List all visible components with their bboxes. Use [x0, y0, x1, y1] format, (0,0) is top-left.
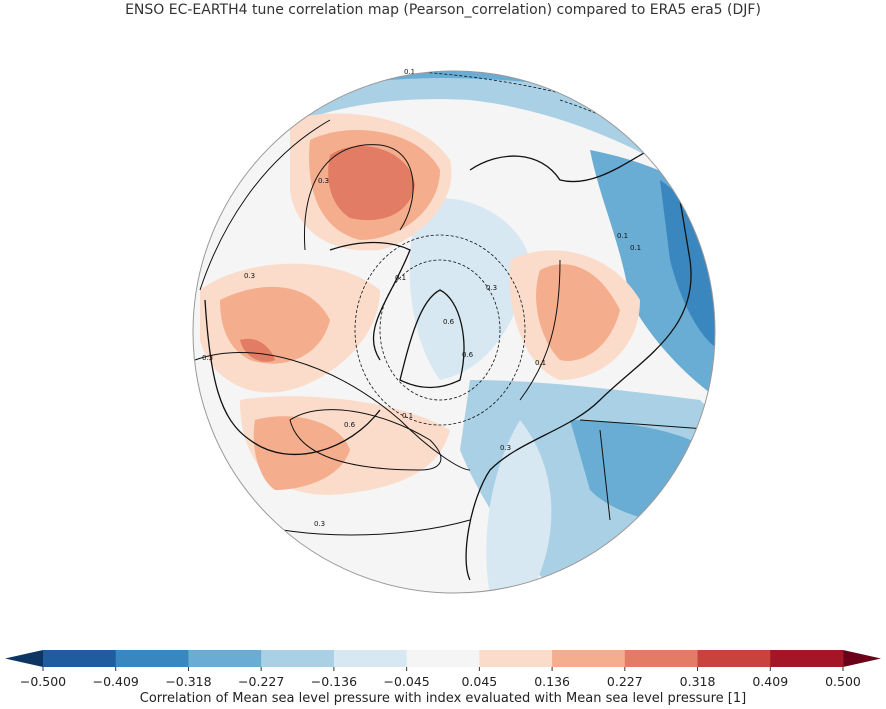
colorbar-segment [479, 650, 553, 667]
contour-label: 0.6 [462, 351, 474, 359]
colorbar-segment [552, 650, 626, 667]
contour-label: 0.3 [244, 272, 255, 280]
colorbar-tick-label: −0.227 [238, 674, 284, 689]
colorbar-segment [188, 650, 262, 667]
colorbar-segment [770, 650, 844, 667]
contour-label: 0.1 [404, 68, 415, 76]
colorbar-under-arrow [5, 650, 43, 667]
colorbar-tick-label: −0.045 [384, 674, 430, 689]
contour-label: 0.3 [318, 177, 329, 185]
colorbar-segment [261, 650, 335, 667]
map-title: ENSO EC-EARTH4 tune correlation map (Pea… [125, 2, 761, 18]
colorbar-segment [624, 650, 699, 667]
colorbar-label: Correlation of Mean sea level pressure w… [139, 691, 747, 706]
colorbar-tick-label: −0.500 [20, 674, 66, 689]
contour-label: 0.3 [486, 284, 497, 292]
contour-label: 0.3 [500, 444, 511, 452]
contour-label: 0.1 [630, 244, 641, 252]
colorbar-segment [406, 650, 480, 667]
colorbar-segment [333, 650, 408, 667]
colorbar-tick-label: 0.409 [752, 674, 788, 689]
contour-label: 0.1 [402, 412, 413, 420]
colorbar-tick-label: 0.045 [461, 674, 497, 689]
colorbar-tick-label: 0.136 [534, 674, 570, 689]
colorbar-tick-label: −0.318 [165, 674, 211, 689]
colorbar: −0.500 −0.409 −0.318 −0.227 −0.136 −0.045 0.04… [5, 650, 881, 689]
polar-map: 0.1 0.3 0.3 0.3 0.1 0.3 0.6 0.6 0.1 0.6 … [192, 68, 716, 594]
colorbar-segment [115, 650, 189, 667]
colorbar-tick-label: 0.500 [825, 674, 861, 689]
contour-label: 0.1 [395, 274, 406, 282]
colorbar-tick-label: −0.136 [311, 674, 357, 689]
colorbar-segment [43, 650, 117, 667]
contour-label: 0.6 [443, 318, 455, 326]
colorbar-tick-label: 0.227 [607, 674, 643, 689]
contour-labels: 0.1 0.3 0.3 0.3 0.1 0.3 0.6 0.6 0.1 0.6 … [202, 68, 641, 528]
contour-label: 0.1 [535, 359, 546, 367]
contour-label: 0.3 [202, 354, 213, 362]
colorbar-over-arrow [843, 650, 881, 667]
colorbar-segment [697, 650, 771, 667]
contour-label: 0.1 [617, 232, 628, 240]
map-boundary [192, 70, 716, 594]
colorbar-tick-label: −0.409 [93, 674, 139, 689]
contour-label: 0.6 [344, 421, 356, 429]
contour-label: 0.3 [314, 520, 325, 528]
colorbar-tick-label: 0.318 [680, 674, 716, 689]
